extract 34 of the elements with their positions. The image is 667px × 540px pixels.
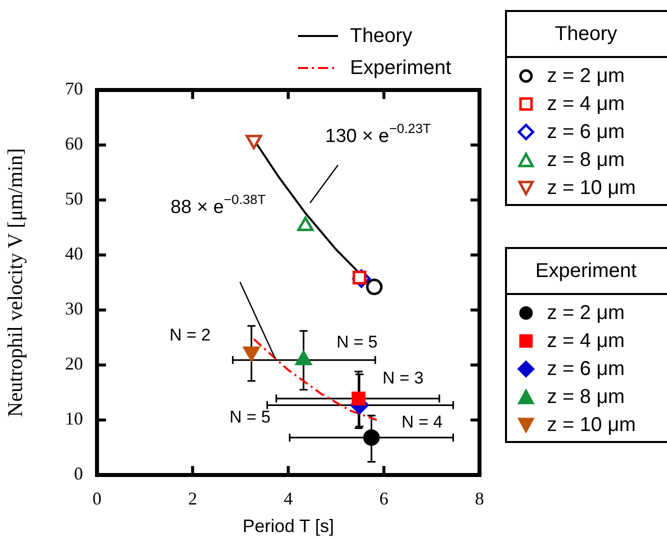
y-tick-label: 20 [65,354,83,374]
text: Experiment [535,260,637,282]
y-tick-label: 0 [74,464,83,484]
annotation: N = 5 [336,332,378,352]
y-tick-label: 60 [65,134,83,154]
legend-label: z = 6 μm [547,358,625,380]
legend-label: z = 4 μm [547,92,625,116]
y-tick-label: 70 [65,78,83,99]
annotation: N = 5 [229,408,271,427]
y-tick-label: 10 [65,408,83,429]
legend-label: Theory [350,24,412,48]
y-tick-label: 30 [65,298,83,319]
x-tick-label: 2 [188,488,198,509]
y-tick-label: 50 [65,188,83,209]
x-tick-label: 8 [475,488,484,509]
x-tick-label: 0 [92,488,102,509]
legend-label: z = 2 μm [547,64,625,88]
legend-label: z = 2 μm [547,302,625,324]
annotation: N = 3 [382,368,424,388]
annotation: N = 4 [401,412,443,432]
legend-label: z = 8 μm [547,148,625,172]
y-tick-label: 40 [65,244,83,264]
y-axis-title: Neutrophil velocity V [μm/min] [3,148,28,417]
x-tick-label: 6 [379,488,388,509]
annotation: N = 2 [169,326,211,345]
legend-label: z = 10 μm [547,414,636,436]
text: Theory [554,22,618,44]
x-axis-title: Period T [s] [242,516,334,536]
legend-label: z = 10 μm [547,176,636,200]
x-tick-label: 4 [284,488,293,509]
legend-label: z = 4 μm [547,330,625,352]
legend-label: Experiment [350,56,452,80]
legend-label: z = 6 μm [547,120,625,144]
legend-label: z = 8 μm [547,386,625,408]
